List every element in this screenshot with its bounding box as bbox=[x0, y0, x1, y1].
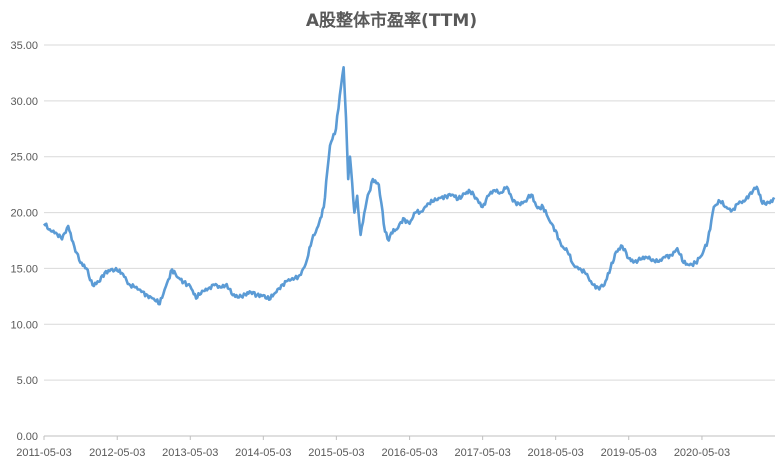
x-tick-label: 2018-05-03 bbox=[528, 447, 584, 459]
gridlines bbox=[44, 44, 775, 381]
y-tick-label: 20.00 bbox=[10, 208, 38, 220]
y-tick-label: 15.00 bbox=[10, 263, 38, 275]
x-tick-label: 2011-05-03 bbox=[16, 447, 71, 459]
x-tick-label: 2014-05-03 bbox=[235, 447, 291, 459]
x-tick-label: 2015-05-03 bbox=[308, 447, 364, 459]
y-tick-label: 30.00 bbox=[10, 96, 38, 108]
x-axis-tick-labels: 2011-05-03 2012-05-03 2013-05-03 2014-05-03… bbox=[16, 447, 730, 459]
y-tick-label: 25.00 bbox=[10, 152, 38, 164]
x-axis bbox=[43, 435, 775, 440]
series-line-pe-ttm bbox=[42, 66, 776, 306]
x-tick-label: 2012-05-03 bbox=[89, 447, 145, 459]
y-axis-tick-labels: 0.00 5.00 10.00 15.00 20.00 25.00 30.00 35.00 bbox=[10, 40, 38, 443]
y-tick-label: 5.00 bbox=[17, 375, 38, 387]
x-tick-label: 2020-05-03 bbox=[674, 447, 730, 459]
y-tick-label: 0.00 bbox=[17, 431, 38, 443]
chart-title: A股整体市盈率(TTM) bbox=[305, 11, 478, 31]
y-tick-label: 10.00 bbox=[10, 319, 38, 331]
y-tick-label: 35.00 bbox=[10, 40, 38, 52]
x-tick-label: 2016-05-03 bbox=[381, 447, 437, 459]
x-tick-label: 2013-05-03 bbox=[162, 447, 218, 459]
x-tick-label: 2019-05-03 bbox=[601, 447, 657, 459]
x-tick-label: 2017-05-03 bbox=[454, 447, 510, 459]
series-layer bbox=[42, 66, 776, 306]
